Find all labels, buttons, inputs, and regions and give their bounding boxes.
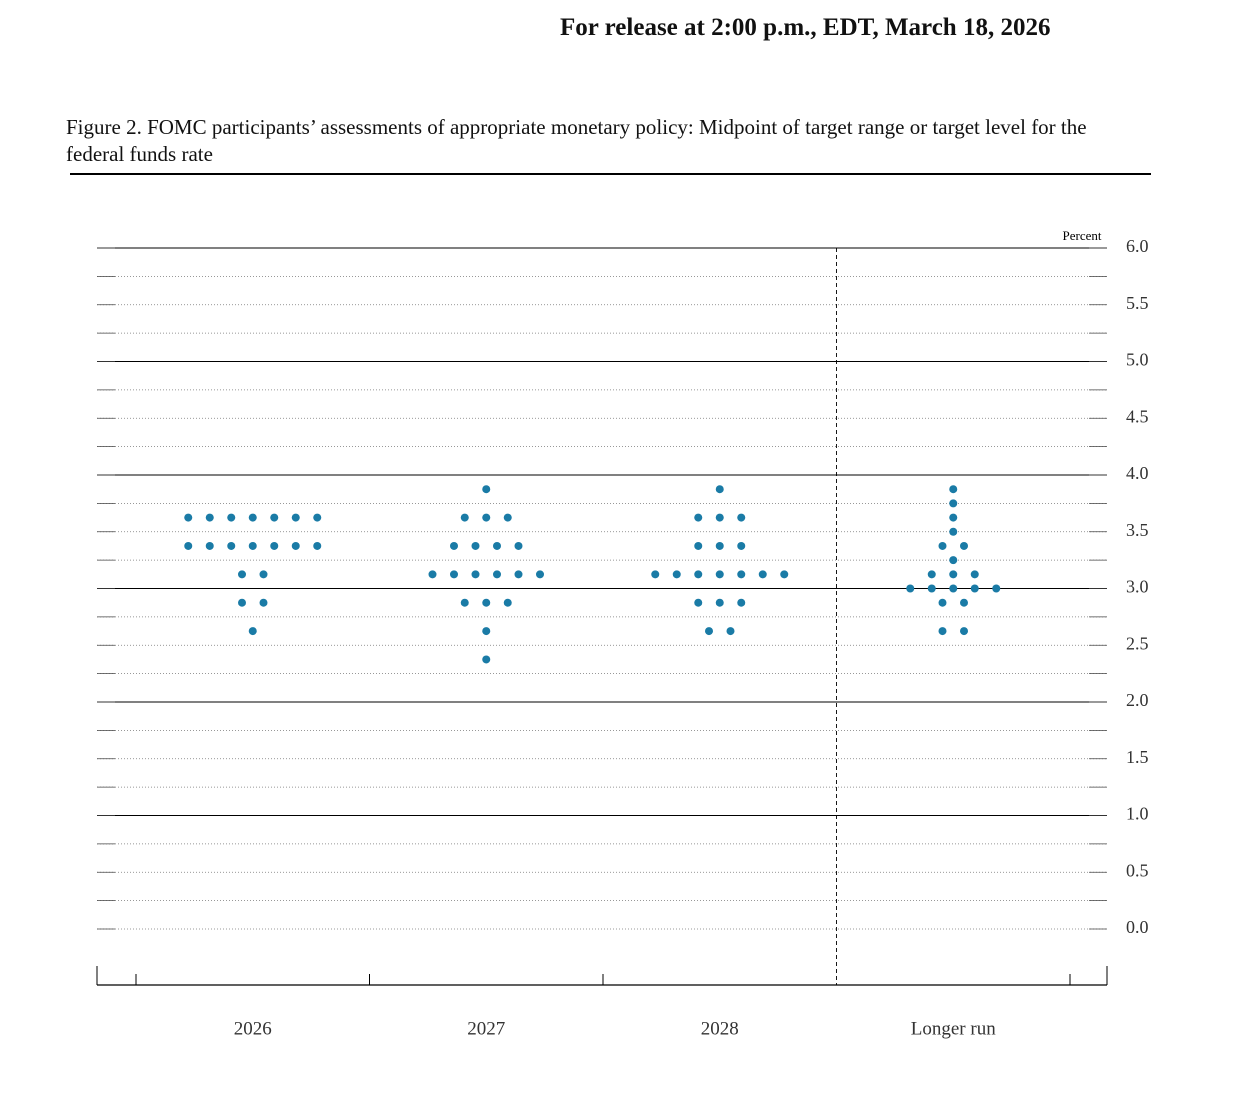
dot: [949, 570, 958, 579]
dot: [482, 598, 491, 607]
dot: [270, 513, 279, 522]
dot: [482, 513, 491, 522]
dot: [450, 570, 458, 579]
dot: [726, 627, 735, 636]
dot: [227, 513, 236, 522]
dot: [493, 541, 501, 550]
y-tick-label: 3.5: [1126, 520, 1149, 540]
x-tick-label: 2027: [467, 1018, 505, 1039]
dot: [503, 513, 512, 522]
dot: [906, 584, 915, 593]
x-tick-label: 2028: [701, 1018, 739, 1039]
y-tick-label: 2.0: [1126, 690, 1149, 710]
dot: [514, 541, 523, 550]
dot: [960, 598, 968, 607]
dot: [205, 541, 214, 550]
dot: [737, 598, 746, 607]
dot: [949, 499, 958, 508]
dot: [651, 570, 660, 579]
dot: [715, 570, 724, 579]
dot: [694, 570, 703, 579]
dot: [992, 584, 1001, 593]
y-axis-label: Percent: [1063, 228, 1102, 243]
x-tick-label: 2026: [234, 1018, 272, 1039]
dot: [460, 598, 469, 607]
dot: [694, 541, 703, 550]
dot: [259, 598, 268, 607]
dot: [970, 584, 979, 593]
dot: [938, 541, 947, 550]
dot: [949, 527, 958, 536]
dot: [238, 570, 246, 579]
dot: [960, 541, 968, 550]
dot: [313, 541, 322, 550]
dot: [705, 627, 713, 636]
dot: [737, 513, 746, 522]
dot: [248, 513, 257, 522]
dot: [949, 584, 958, 593]
release-note: For release at 2:00 p.m., EDT, March 18,…: [560, 14, 1051, 41]
dot: [291, 513, 300, 522]
dot: [493, 570, 501, 579]
dot: [949, 556, 958, 565]
dot: [970, 570, 979, 579]
dot: [536, 570, 544, 579]
y-tick-label: 5.5: [1126, 293, 1149, 313]
dot: [514, 570, 523, 579]
dot: [184, 513, 193, 522]
dot: [450, 541, 458, 550]
dot: [715, 485, 724, 494]
dot: [758, 570, 767, 579]
dot: [949, 485, 958, 494]
dot: [184, 541, 193, 550]
dot: [694, 513, 703, 522]
y-tick-label: 4.5: [1126, 406, 1149, 426]
dot: [927, 584, 936, 593]
x-tick-label: Longer run: [911, 1018, 996, 1039]
dot: [715, 598, 724, 607]
y-tick-label: 6.0: [1126, 236, 1149, 256]
dot: [715, 513, 724, 522]
y-tick-label: 2.5: [1126, 633, 1149, 653]
dot: [270, 541, 279, 550]
dot: [460, 513, 469, 522]
dot: [238, 598, 246, 607]
dot: [737, 541, 746, 550]
chart-title: Figure 2. FOMC participants’ assessments…: [66, 115, 1087, 166]
dot: [715, 541, 724, 550]
dot: [949, 513, 958, 522]
y-tick-label: 3.0: [1126, 577, 1149, 597]
dot: [694, 598, 703, 607]
dot: [291, 541, 300, 550]
dot: [259, 570, 268, 579]
dot: [927, 570, 936, 579]
dot: [960, 627, 968, 636]
y-tick-label: 5.0: [1126, 350, 1149, 370]
dot: [482, 485, 491, 494]
dot: [205, 513, 214, 522]
y-tick-label: 0.5: [1126, 860, 1149, 880]
dot: [482, 627, 491, 636]
y-tick-label: 0.0: [1126, 917, 1149, 937]
y-tick-label: 1.0: [1126, 804, 1149, 824]
dot: [471, 541, 480, 550]
dot: [428, 570, 437, 579]
dot: [248, 541, 257, 550]
dot: [938, 598, 947, 607]
dot: [780, 570, 789, 579]
dot: [248, 627, 257, 636]
dot: [503, 598, 512, 607]
dot: [737, 570, 746, 579]
dot: [482, 655, 491, 664]
dot: [672, 570, 681, 579]
title-rule: [70, 173, 1151, 175]
dot: [313, 513, 322, 522]
dot: [471, 570, 480, 579]
y-tick-label: 4.0: [1126, 463, 1149, 483]
dot: [227, 541, 236, 550]
y-tick-label: 1.5: [1126, 747, 1149, 767]
dot: [938, 627, 947, 636]
